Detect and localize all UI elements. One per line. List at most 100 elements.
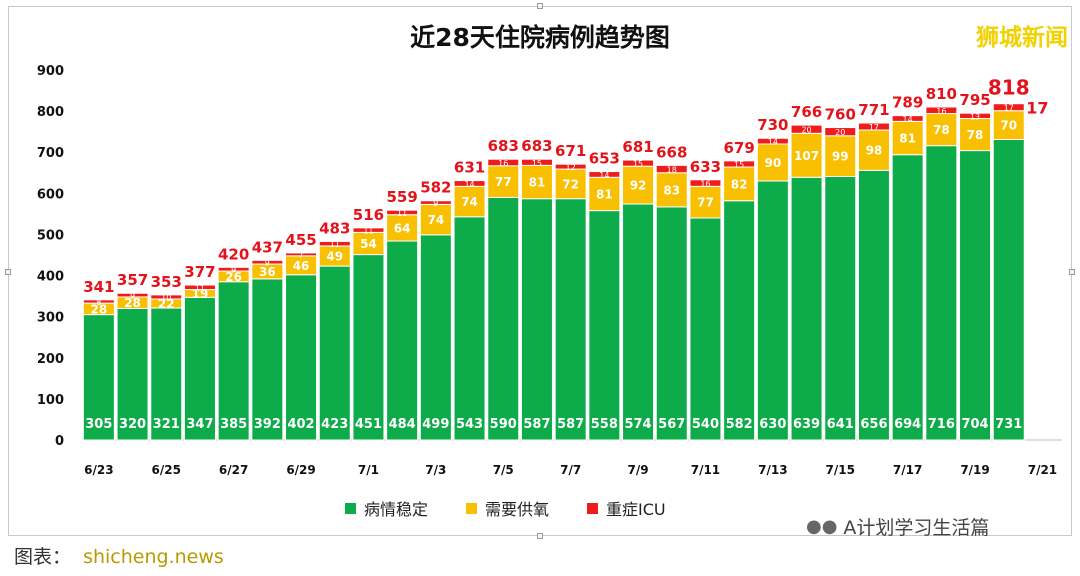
total-label: 730 [757, 116, 788, 134]
legend-item-oxygen: 需要供氧 [466, 496, 549, 520]
total-label: 681 [622, 138, 653, 156]
data-label-oxygen: 81 [596, 187, 613, 201]
data-label-icu: 12 [566, 163, 576, 172]
bar-segment-stable [352, 254, 385, 441]
resize-handle-left[interactable] [5, 269, 11, 275]
data-label-stable: 716 [928, 417, 955, 432]
bar-segment-icu [116, 292, 149, 298]
data-label-icu: 11 [195, 284, 205, 293]
data-label-oxygen: 98 [866, 144, 883, 158]
x-tick-label: 7/13 [758, 463, 787, 477]
chart-frame [5, 3, 1075, 539]
bar-segment-icu [251, 259, 284, 265]
data-label-stable: 587 [557, 417, 584, 432]
data-label-oxygen: 54 [360, 237, 377, 251]
data-label-oxygen: 77 [697, 196, 714, 210]
bar-segment-icu [959, 112, 992, 120]
bar-segment-stable [453, 216, 486, 441]
data-label-oxygen: 78 [967, 128, 984, 142]
data-label-oxygen: 74 [427, 213, 444, 227]
bar-segment-icu [622, 159, 655, 167]
legend-swatch-oxygen [466, 502, 478, 514]
bar-segment-stable [520, 198, 553, 441]
bar-segment-icu [824, 127, 857, 137]
x-tick-label: 7/1 [358, 463, 379, 477]
data-label-icu: 13 [970, 112, 980, 121]
total-label: 357 [117, 271, 148, 289]
bar-segment-icu [554, 163, 587, 170]
data-label-icu: 18 [667, 166, 677, 175]
data-label-oxygen: 70 [1000, 119, 1017, 133]
total-label: 437 [252, 238, 283, 256]
legend-label-oxygen: 需要供氧 [485, 500, 550, 519]
resize-handle-top[interactable] [537, 3, 543, 9]
total-label: 455 [285, 231, 316, 249]
data-label-stable: 402 [287, 417, 314, 432]
data-label-icu: 10 [161, 293, 171, 302]
data-label-stable: 567 [658, 417, 685, 432]
data-label-icu: 7 [299, 251, 304, 260]
chart-title: 近28天住院病例趋势图 [410, 23, 670, 52]
bar-segment-oxygen [959, 118, 992, 152]
bar-segment-stable [487, 196, 520, 441]
bar-segment-icu [655, 164, 688, 174]
data-label-icu: 9 [265, 259, 270, 268]
y-tick-label: 0 [55, 434, 64, 449]
data-label-icu: 20 [835, 128, 845, 137]
bar-segment-stable [689, 217, 722, 441]
y-tick-label: 800 [37, 105, 64, 120]
chart-legend: 病情稳定 需要供氧 重症ICU [345, 496, 666, 520]
bar-segment-stable [622, 203, 655, 441]
bar-segment-icu [419, 200, 452, 205]
total-label: 483 [319, 219, 350, 237]
bar-segment-oxygen [588, 176, 621, 212]
total-label: 683 [521, 137, 552, 155]
bar-segment-stable [588, 210, 621, 441]
footer-label: 图表： [14, 546, 72, 568]
data-label-stable: 587 [523, 417, 550, 432]
legend-item-icu: 重症ICU [587, 496, 666, 520]
total-label: 810 [926, 85, 957, 103]
data-label-stable: 639 [793, 417, 820, 432]
bar-segment-icu [285, 252, 318, 257]
total-label: 818 [988, 76, 1030, 100]
bar-segment-oxygen [386, 214, 419, 242]
bar-segment-oxygen [857, 129, 890, 171]
bar-segment-stable [992, 138, 1025, 441]
total-label: 789 [892, 94, 923, 112]
legend-label-icu: 重症ICU [606, 500, 666, 519]
bar-segment-stable [150, 307, 183, 441]
data-label-stable: 423 [321, 417, 348, 432]
y-tick-label: 500 [37, 228, 64, 243]
data-label-icu: 17 [869, 123, 879, 132]
data-label-oxygen: 81 [899, 132, 916, 146]
bar-segment-oxygen [891, 120, 924, 156]
bar-segment-oxygen [756, 143, 789, 182]
data-label-oxygen: 83 [663, 183, 680, 197]
resize-handle-right[interactable] [1069, 269, 1075, 275]
brand-logo-text: 狮城新闻 [976, 25, 1068, 51]
data-label-stable: 731 [995, 417, 1022, 432]
data-label-stable: 451 [355, 417, 382, 432]
x-tick-label: 7/9 [628, 463, 649, 477]
data-label-stable: 641 [827, 417, 854, 432]
bar-segment-stable [655, 206, 688, 441]
x-tick-label: 7/11 [691, 463, 720, 477]
x-tick-label: 6/23 [84, 463, 113, 477]
data-label-oxygen: 99 [832, 150, 849, 164]
data-label-stable: 321 [153, 417, 180, 432]
bar-segment-stable [925, 145, 958, 441]
data-label-stable: 590 [490, 417, 517, 432]
data-label-icu: 20 [801, 126, 811, 135]
data-label-oxygen: 90 [764, 156, 781, 170]
x-tick-label: 7/3 [425, 463, 446, 477]
bar-segment-oxygen [790, 132, 823, 178]
y-tick-label: 300 [37, 311, 64, 326]
total-label: 631 [454, 159, 485, 177]
total-label: 683 [488, 137, 519, 155]
data-label-icu: 9 [433, 199, 438, 208]
resize-handle-bottom[interactable] [537, 533, 543, 539]
data-label-stable: 543 [456, 417, 483, 432]
data-label-icu: 11 [397, 209, 407, 218]
data-label-stable: 558 [591, 417, 618, 432]
